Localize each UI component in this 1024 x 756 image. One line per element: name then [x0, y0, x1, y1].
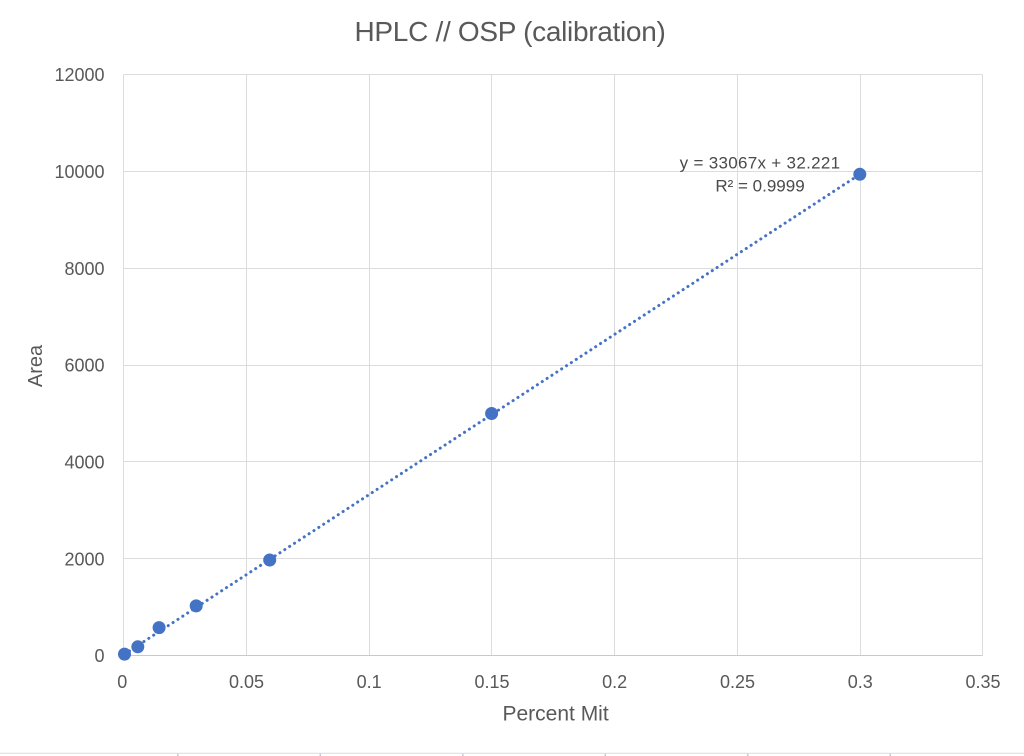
svg-text:4000: 4000: [64, 453, 104, 473]
svg-text:0.1: 0.1: [357, 672, 382, 692]
svg-text:Percent Mit: Percent Mit: [502, 703, 608, 726]
svg-text:0: 0: [117, 672, 127, 692]
svg-text:0: 0: [94, 646, 104, 666]
svg-text:R² = 0.9999: R² = 0.9999: [715, 177, 804, 196]
svg-text:8000: 8000: [64, 259, 104, 279]
svg-text:2000: 2000: [64, 549, 104, 569]
svg-text:10000: 10000: [54, 162, 104, 182]
svg-text:y = 33067x + 32.221: y = 33067x + 32.221: [680, 153, 841, 172]
svg-text:0.3: 0.3: [848, 672, 873, 692]
svg-text:Area: Area: [25, 344, 47, 387]
svg-text:12000: 12000: [54, 65, 104, 85]
svg-text:0.25: 0.25: [720, 672, 755, 692]
svg-text:0.2: 0.2: [602, 672, 627, 692]
svg-text:0.15: 0.15: [474, 672, 509, 692]
svg-text:6000: 6000: [64, 356, 104, 376]
svg-text:0.05: 0.05: [229, 672, 264, 692]
svg-text:HPLC // OSP (calibration): HPLC // OSP (calibration): [355, 16, 666, 47]
svg-text:0.35: 0.35: [965, 672, 1000, 692]
